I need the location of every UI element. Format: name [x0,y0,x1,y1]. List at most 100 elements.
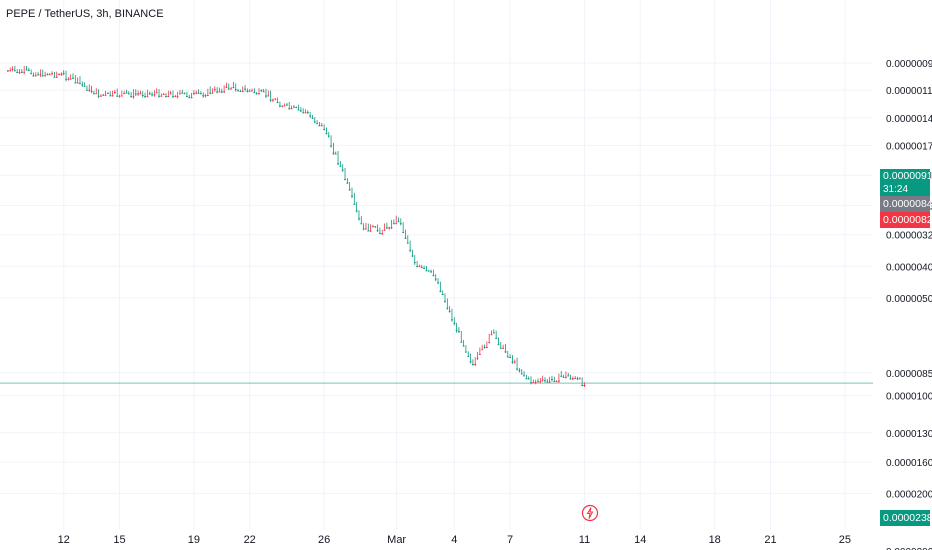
candle-up [337,163,339,165]
candle-up [199,93,202,95]
candle-down [502,347,505,349]
candle-up [253,92,256,94]
candle-up [525,378,528,380]
candle-up [439,290,442,292]
candle-down [565,376,567,378]
candle-down [232,87,235,89]
candle-down [532,382,535,384]
candle-up [158,95,160,97]
candle-down [204,95,207,97]
candle-down [176,95,179,97]
candle-up [234,89,237,91]
candle-up [460,341,463,343]
candle-down [211,92,214,94]
candle-up [509,357,511,359]
candle-up [462,345,465,347]
candle-up [181,92,184,94]
candle-up [465,351,467,353]
candle-up [413,262,416,264]
candle-up [346,182,349,184]
candle-down [571,378,574,380]
candle-up [339,165,342,167]
candle-up [269,99,272,101]
candle-down [167,96,170,98]
current-price-label: 0.00000915 [883,170,932,182]
time-tick-label: 7 [507,534,513,546]
time-tick-label: 4 [451,534,457,546]
candle-down [548,381,551,383]
candle-up [295,107,298,109]
candle-up [441,294,444,296]
time-tick-label: 22 [244,534,256,546]
candle-up [276,102,279,104]
candle-up [416,266,418,268]
candle-down [388,227,391,229]
candle-down [113,91,116,93]
take-profit-price-label: 0.00002383 [883,512,932,525]
time-tick-label: 12 [58,534,70,546]
candle-up [183,93,186,95]
candle-down [534,382,537,384]
candle-up [297,109,300,111]
candle-down [123,93,126,95]
entry-price-label: 0.00000847 [883,198,932,210]
candle-down [555,381,558,383]
candle-up [220,91,223,93]
candle-down [102,94,105,96]
candle-up [134,93,137,95]
candle-up [551,379,553,381]
candle-up [518,370,521,372]
candle-up [127,93,130,95]
candle-down [488,342,491,344]
time-tick-label: 18 [709,534,721,546]
candle-down [39,74,42,76]
candle-down [241,90,244,92]
candle-up [444,300,446,302]
candle-down [58,73,60,75]
candle-up [399,223,402,225]
symbol-title[interactable]: PEPE / TetherUS, 3h, BINANCE [6,8,164,20]
candle-up [318,125,321,127]
candle-up [25,69,28,71]
candle-up [327,135,330,137]
candle-up [367,230,370,232]
candle-down [179,93,181,95]
time-tick-label: 26 [318,534,330,546]
candle-down [44,75,46,77]
candle-up [316,123,319,125]
candle-down [320,125,323,127]
candle-down [174,96,177,98]
candle-up [409,249,412,251]
candle-up [244,88,246,90]
candle-down [474,364,477,366]
candle-down [76,82,79,84]
stop-loss-price-badge: 0.00000822 [880,212,932,228]
candle-down [574,377,577,379]
candle-down [369,230,372,232]
lightning-event-icon[interactable] [581,504,599,522]
candle-down [132,96,135,98]
candle-up [62,73,65,75]
candle-up [302,112,305,114]
candle-up [427,270,430,272]
time-tick-label: 25 [839,534,851,546]
candle-up [141,94,144,96]
candle-down [160,95,163,97]
candle-down [481,349,484,351]
candle-up [255,93,258,95]
candle-down [258,93,260,95]
stop-loss-price-label: 0.00000822 [883,214,932,226]
chart-grid [0,0,873,530]
candle-up [279,105,281,107]
candle-up [446,307,449,309]
candle-up [20,71,23,73]
time-axis[interactable]: 12 15 19 22 26 Mar 4 7 11 14 18 21 25 [58,534,851,546]
